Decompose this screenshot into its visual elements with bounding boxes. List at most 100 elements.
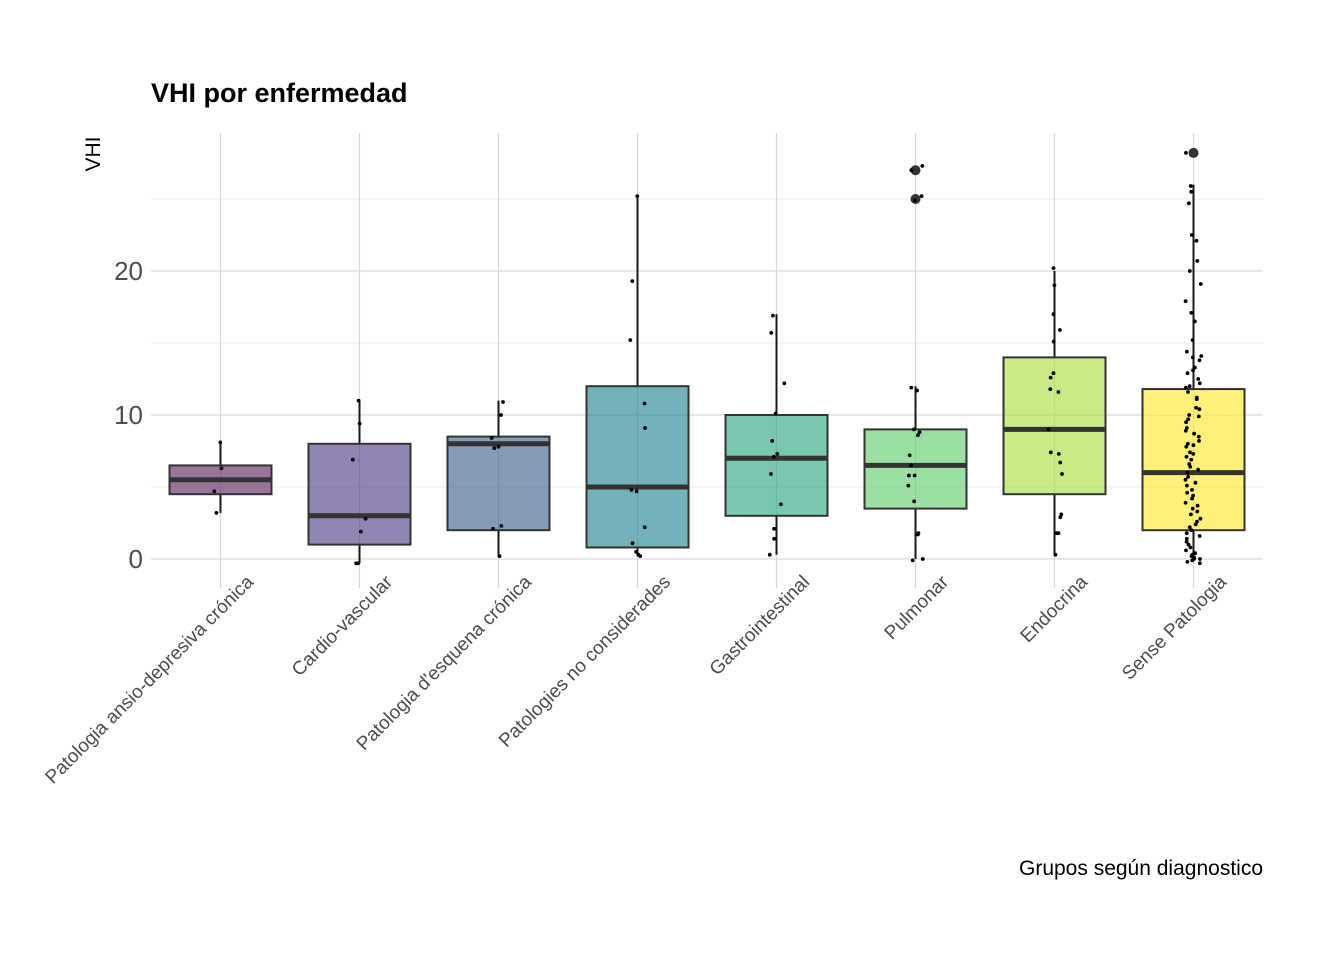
data-point bbox=[1186, 475, 1190, 479]
data-point bbox=[1194, 238, 1199, 243]
data-point bbox=[214, 511, 219, 515]
data-point bbox=[1187, 269, 1192, 273]
data-point bbox=[1052, 283, 1057, 288]
data-point bbox=[1190, 488, 1194, 492]
data-point bbox=[634, 549, 639, 554]
data-point bbox=[1184, 454, 1189, 459]
y-tick-label: 20 bbox=[114, 256, 143, 286]
data-point bbox=[1195, 259, 1200, 263]
box-8 bbox=[1141, 147, 1246, 559]
data-point bbox=[913, 198, 917, 203]
box-iqr bbox=[585, 385, 690, 549]
data-point bbox=[1183, 500, 1188, 505]
data-point bbox=[920, 557, 925, 561]
data-point bbox=[628, 338, 633, 342]
data-point bbox=[1190, 355, 1195, 360]
data-point bbox=[1198, 557, 1202, 561]
box-iqr bbox=[1002, 356, 1107, 496]
data-point bbox=[219, 466, 224, 471]
data-point bbox=[1192, 431, 1196, 436]
data-point bbox=[1198, 561, 1202, 566]
data-point bbox=[630, 279, 635, 283]
data-point bbox=[1183, 299, 1188, 304]
data-point bbox=[1196, 377, 1201, 381]
x-tick-label: Gastrointestinal bbox=[706, 572, 814, 680]
data-point bbox=[635, 194, 640, 199]
outlier-point bbox=[910, 165, 921, 176]
data-point bbox=[1197, 534, 1202, 538]
data-point bbox=[779, 502, 783, 507]
data-point bbox=[357, 421, 362, 426]
data-point bbox=[1191, 443, 1196, 448]
data-point bbox=[1193, 522, 1198, 527]
data-point bbox=[1046, 427, 1051, 432]
data-point bbox=[782, 381, 787, 386]
data-point bbox=[1051, 371, 1056, 376]
box-7 bbox=[1002, 271, 1107, 555]
box-6 bbox=[863, 165, 968, 559]
data-point bbox=[909, 168, 914, 173]
data-point bbox=[1197, 381, 1202, 386]
y-tick-label: 10 bbox=[114, 400, 143, 430]
data-point bbox=[1195, 509, 1200, 514]
data-point bbox=[1184, 539, 1189, 544]
data-point bbox=[629, 488, 634, 492]
data-point bbox=[1194, 397, 1199, 402]
data-point bbox=[1185, 560, 1190, 564]
data-point bbox=[642, 525, 647, 530]
data-point bbox=[1190, 558, 1195, 563]
data-point bbox=[1183, 477, 1188, 482]
data-point bbox=[912, 427, 916, 432]
data-point bbox=[907, 473, 911, 478]
data-point bbox=[1196, 434, 1201, 439]
data-point bbox=[356, 398, 361, 403]
data-point bbox=[1189, 528, 1194, 533]
data-point bbox=[1058, 515, 1063, 520]
data-point bbox=[1193, 319, 1197, 324]
data-point bbox=[1048, 387, 1053, 391]
data-point bbox=[771, 454, 776, 459]
data-point bbox=[1197, 407, 1202, 412]
data-point bbox=[1188, 450, 1192, 455]
box-group bbox=[168, 147, 1246, 564]
box-iqr bbox=[724, 414, 829, 517]
data-point bbox=[1189, 233, 1194, 237]
data-point bbox=[775, 452, 780, 456]
data-point bbox=[630, 541, 635, 546]
data-point bbox=[1185, 470, 1190, 475]
data-point bbox=[912, 473, 917, 478]
data-point bbox=[212, 489, 217, 494]
y-tick-label: 0 bbox=[129, 544, 143, 574]
data-point bbox=[920, 164, 925, 168]
data-point bbox=[642, 401, 647, 406]
data-point bbox=[643, 426, 647, 430]
data-point bbox=[1056, 390, 1061, 394]
data-point bbox=[1197, 439, 1201, 443]
data-point bbox=[1191, 493, 1195, 498]
data-point bbox=[1189, 512, 1193, 517]
data-point bbox=[1187, 384, 1192, 389]
data-point bbox=[906, 483, 911, 488]
data-point bbox=[1198, 282, 1203, 286]
data-point bbox=[772, 526, 776, 531]
x-tick-label: Cardio-vascular bbox=[288, 571, 397, 680]
box-5 bbox=[724, 314, 829, 555]
data-point bbox=[501, 400, 505, 404]
outlier-point bbox=[1188, 147, 1199, 158]
data-point bbox=[1190, 506, 1195, 511]
data-point bbox=[497, 554, 502, 558]
data-point bbox=[499, 524, 504, 528]
data-point bbox=[1184, 536, 1189, 541]
data-point bbox=[1185, 441, 1190, 446]
data-point bbox=[1184, 385, 1188, 390]
x-tick-label: Pulmonar bbox=[881, 571, 954, 644]
data-point bbox=[499, 413, 503, 417]
data-point bbox=[767, 552, 772, 557]
x-tick-labels: Patologia ansio-depresiva crónica Cardio-… bbox=[42, 571, 1232, 788]
data-point bbox=[1051, 339, 1056, 344]
data-point bbox=[1190, 338, 1195, 342]
data-point bbox=[1187, 413, 1192, 417]
data-point bbox=[1187, 201, 1191, 206]
data-point bbox=[1191, 368, 1195, 373]
